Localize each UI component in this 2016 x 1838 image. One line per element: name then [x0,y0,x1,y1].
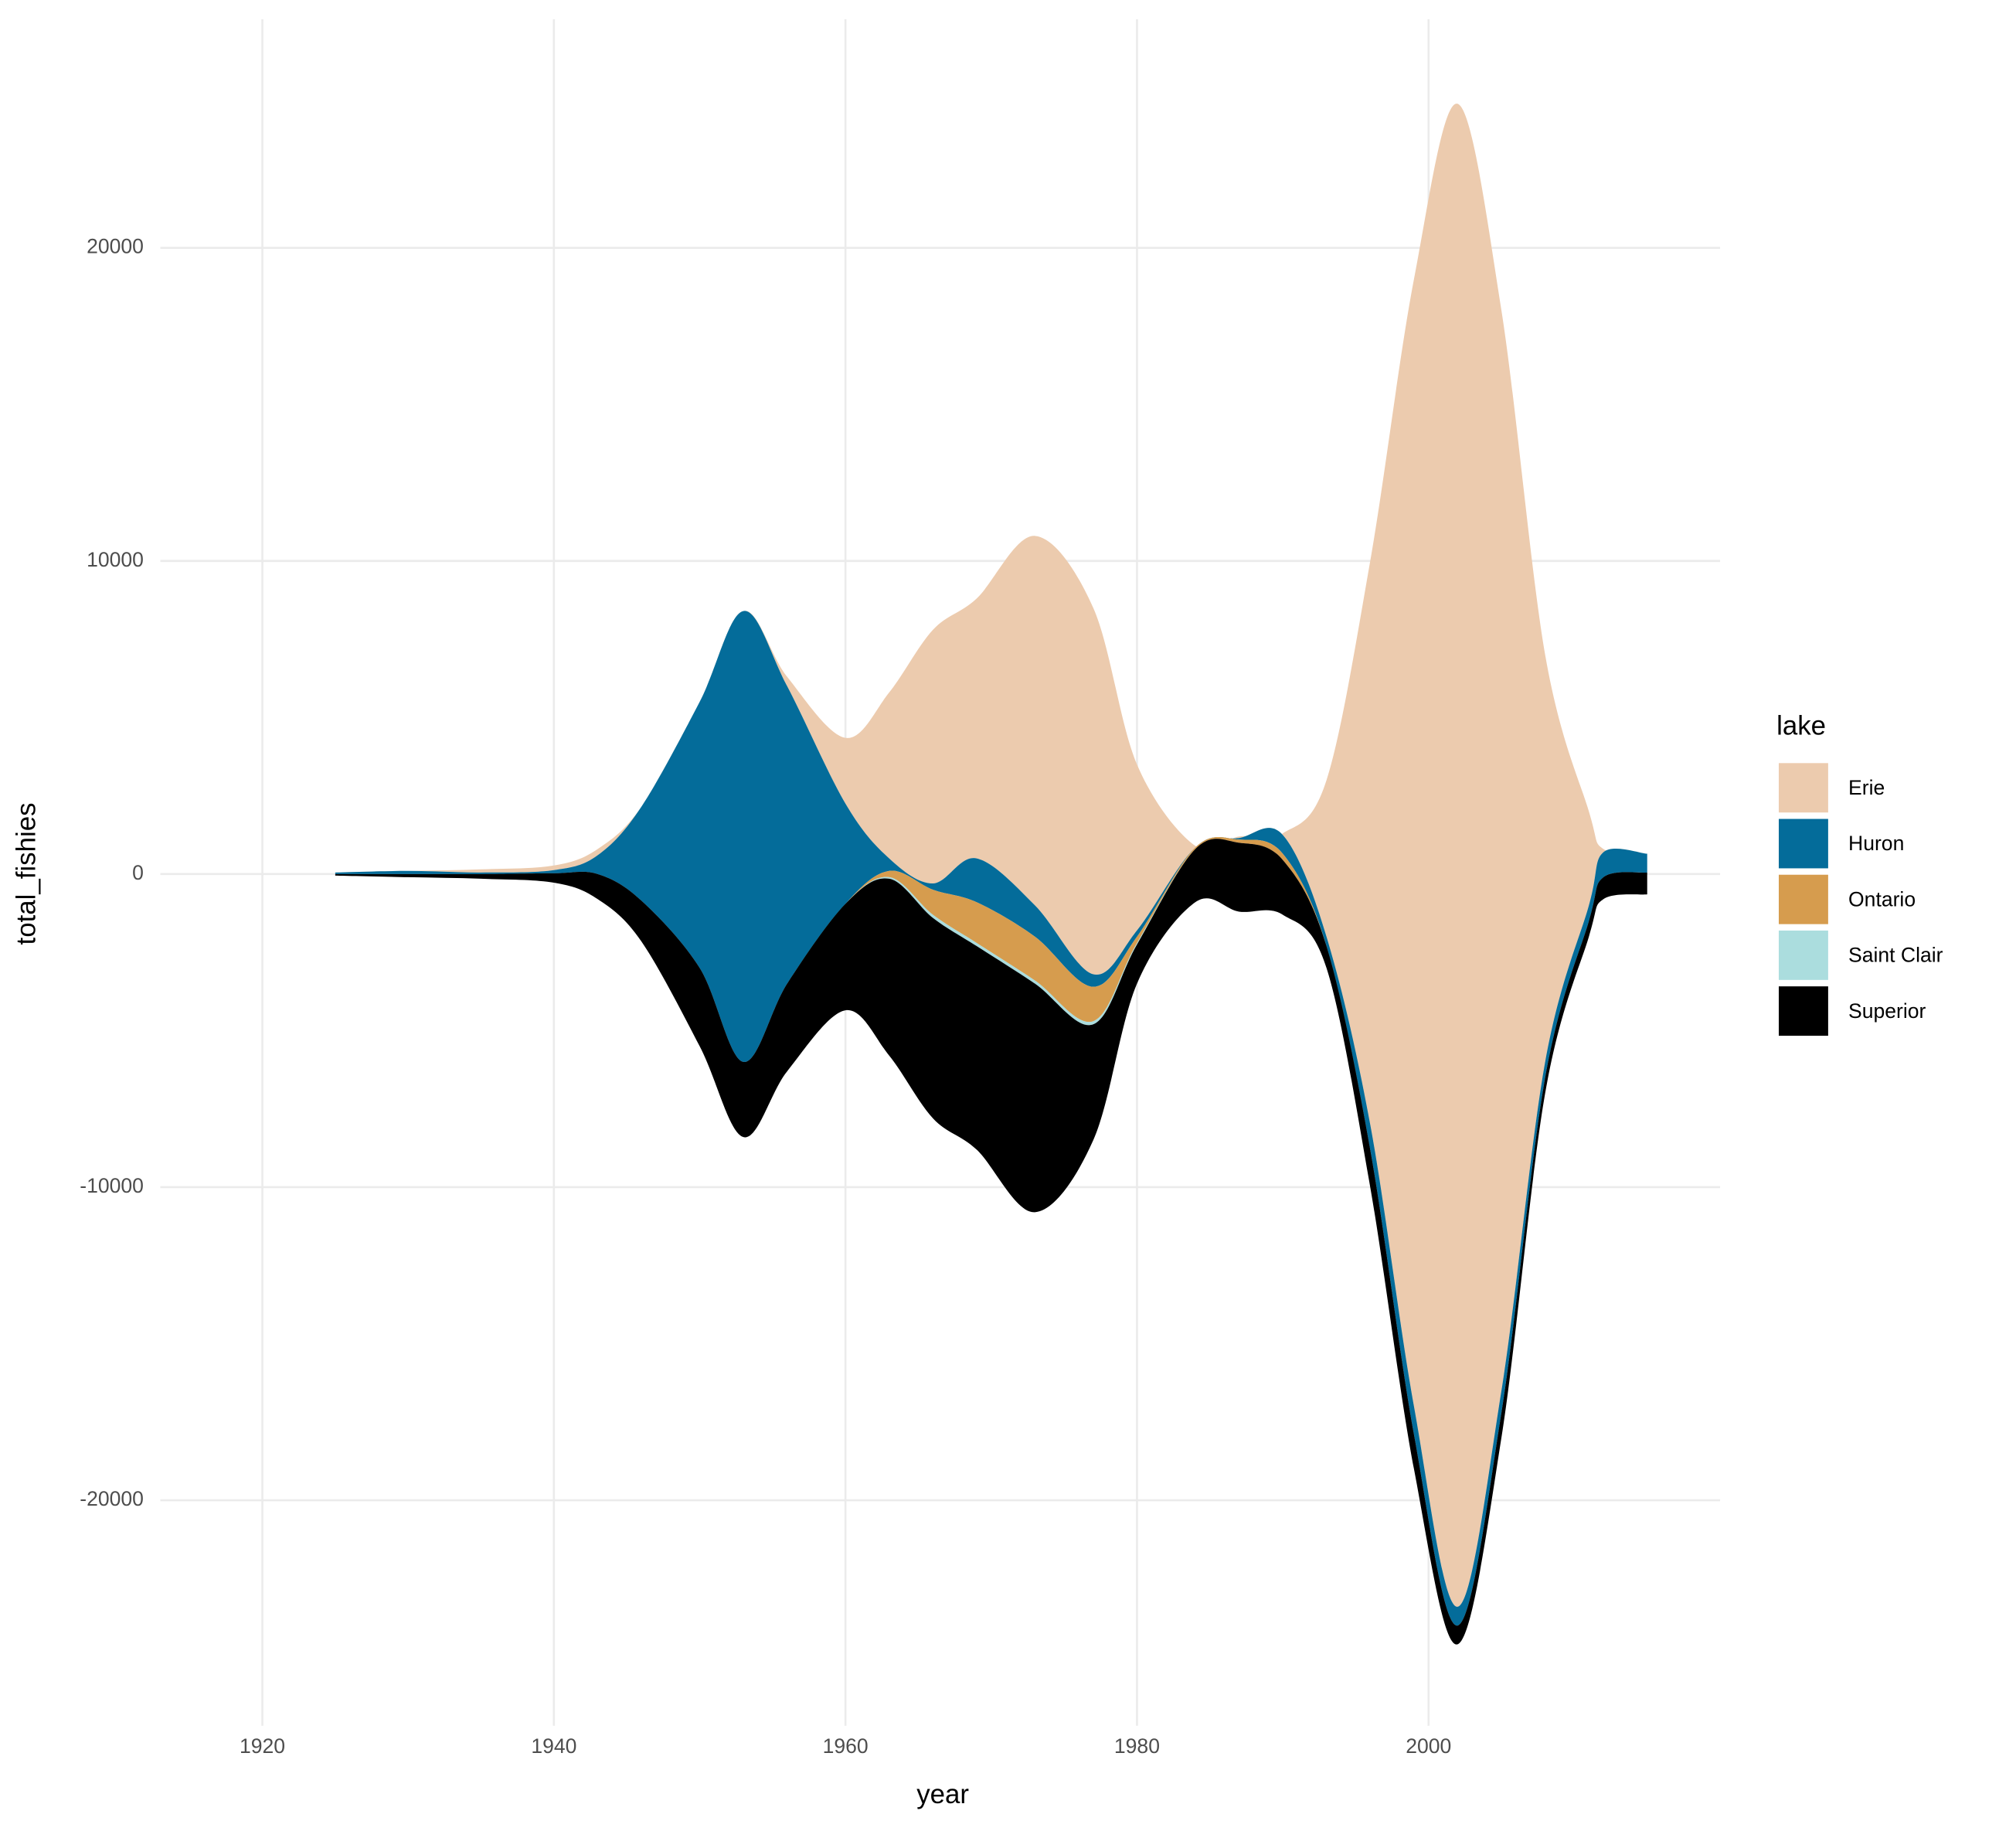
stream-area [335,839,1647,1645]
y-axis-title: total_fishies [12,802,42,945]
stream-area [335,611,1647,1626]
y-tick-label: 0 [132,861,144,884]
legend: Erie Huron Ontario Saint Clair Superior [1776,761,1943,1038]
legend-key [1776,873,1831,927]
legend-key [1776,984,1831,1038]
y-tick-label: -20000 [80,1487,144,1510]
x-tick-label: 1920 [240,1734,285,1758]
stream-area [335,104,1647,1607]
legend-label: Superior [1848,999,1926,1023]
legend-label: Erie [1848,776,1885,799]
x-tick-label: 1940 [531,1734,576,1758]
x-axis-title: year [916,1779,969,1809]
areas [335,104,1647,1645]
y-tick-label: 10000 [87,548,144,571]
legend-label: Huron [1848,832,1904,855]
y-tick-label: 20000 [87,235,144,258]
legend-key [1776,761,1831,815]
y-tick-label: -10000 [80,1174,144,1197]
legend-label: Ontario [1848,887,1916,910]
x-tick-label: 1980 [1114,1734,1160,1758]
legend-key [1776,928,1831,982]
x-tick-label: 1960 [823,1734,869,1758]
legend-label: Saint Clair [1848,944,1943,967]
legend-key [1776,817,1831,870]
x-tick-label: 2000 [1406,1734,1451,1758]
legend-title: lake [1776,710,1826,740]
